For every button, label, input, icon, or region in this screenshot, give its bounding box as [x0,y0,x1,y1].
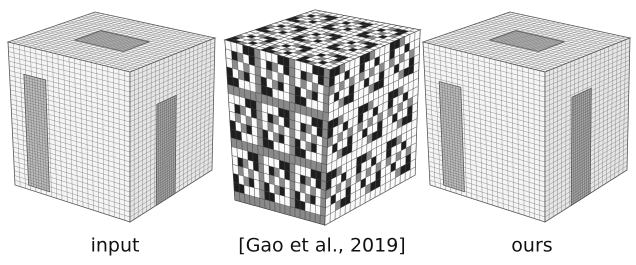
caption: [Gao et al., 2019] [238,235,405,257]
cube-renders [8,10,630,225]
figure: input [Gao et al., 2019] ours [0,0,636,265]
caption: ours [511,235,552,257]
caption: input [91,235,140,257]
page: input [Gao et al., 2019] ours (() => { c… [0,0,636,265]
